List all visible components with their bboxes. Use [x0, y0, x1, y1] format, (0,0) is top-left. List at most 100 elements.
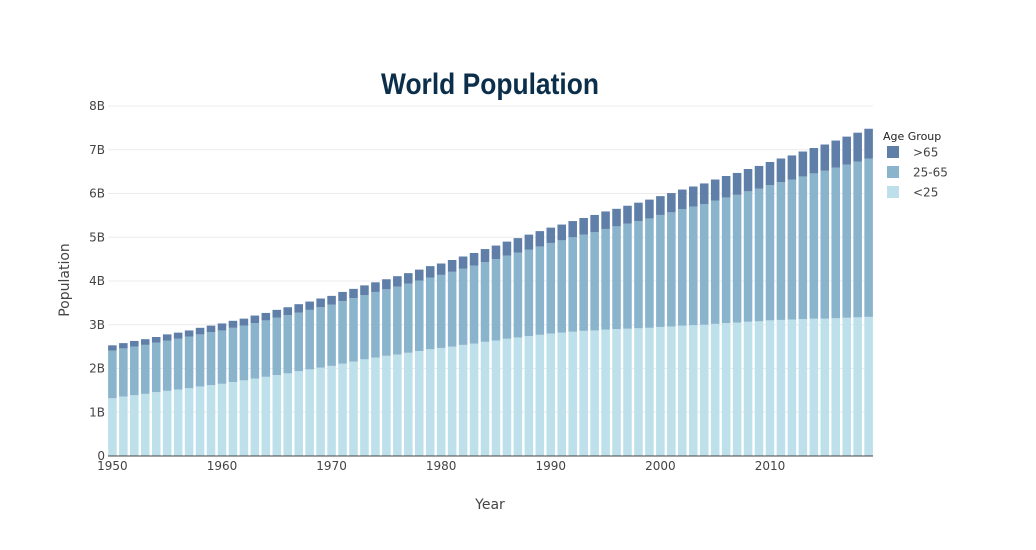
bar-segment — [305, 301, 314, 310]
bar-segment — [656, 196, 665, 215]
bar-segment — [195, 334, 205, 387]
bar-segment — [316, 367, 325, 456]
bar-segment — [776, 319, 786, 456]
bar-segment — [140, 339, 150, 345]
bar-segment — [371, 282, 380, 292]
bar-segment — [864, 316, 873, 456]
bar-segment — [360, 359, 369, 456]
bar-segment — [425, 277, 435, 350]
bar-segment — [831, 167, 841, 319]
bar-segment — [645, 218, 654, 328]
bar-segment — [524, 234, 534, 250]
bar-segment — [294, 312, 303, 372]
bar-segment — [119, 343, 128, 349]
bar-segment — [162, 390, 172, 456]
bar-segment — [491, 259, 501, 341]
bar-segment — [469, 343, 479, 456]
bar-segment — [634, 328, 643, 456]
legend-label: >65 — [913, 146, 938, 160]
bar-segment — [217, 323, 227, 331]
bar-segment — [294, 304, 303, 313]
bar-segment — [645, 327, 654, 456]
legend-title: Age Group — [883, 130, 941, 143]
bar-segment — [513, 238, 523, 253]
bar-segment — [447, 346, 457, 456]
bar-segment — [568, 221, 577, 238]
bar-segment — [820, 170, 830, 319]
bar-segment — [184, 388, 194, 456]
bar-segment — [425, 349, 435, 456]
bar-segment — [831, 318, 841, 456]
bar-segment — [590, 214, 599, 232]
bar-segment — [447, 260, 457, 272]
bar-segment — [809, 318, 819, 456]
bar-segment — [601, 211, 610, 229]
bar-segment — [678, 325, 687, 456]
bar-segment — [623, 223, 632, 329]
legend-swatch — [887, 146, 899, 158]
bar-segment — [327, 304, 336, 366]
bar-segment — [327, 295, 336, 305]
bar-segment — [656, 214, 665, 327]
bar-segment — [743, 321, 753, 456]
bar-segment — [688, 325, 698, 456]
x-tick-label: 2000 — [645, 459, 676, 473]
bar-segment — [206, 385, 216, 456]
bar-segment — [414, 351, 424, 456]
bar-segment — [283, 373, 293, 456]
bar-segment — [239, 380, 249, 456]
bar-segment — [261, 320, 271, 377]
bar-segment — [228, 320, 238, 328]
bar-segment — [239, 318, 249, 326]
bar-segment — [404, 283, 413, 353]
bar-segment — [864, 158, 873, 317]
bar-segment — [820, 318, 830, 456]
bar-segment — [754, 165, 764, 189]
bar-segment — [130, 395, 139, 456]
bar-segment — [272, 375, 282, 456]
bar-segment — [688, 186, 698, 207]
bar-segment — [557, 240, 567, 333]
bar-segment — [327, 365, 336, 456]
bar-segment — [853, 161, 862, 318]
bar-segment — [809, 148, 819, 174]
bar-segment — [360, 295, 369, 360]
bar-segment — [853, 132, 862, 162]
bar-segment — [151, 342, 161, 393]
bar-segment — [831, 140, 841, 168]
bar-segment — [491, 245, 501, 260]
bar-segment — [338, 363, 347, 456]
bar-segment — [732, 172, 742, 195]
bar-segment — [546, 333, 556, 456]
bar-segment — [623, 328, 632, 456]
bar-segment — [393, 286, 402, 355]
bar-segment — [184, 330, 194, 337]
bar-segment — [502, 255, 512, 339]
bar-segment — [710, 323, 720, 456]
y-axis-title: Population — [57, 243, 73, 317]
bar-segment — [842, 136, 851, 165]
bar-segment — [349, 288, 358, 299]
bar-segment — [502, 241, 512, 256]
bar-segment — [546, 242, 556, 334]
bar-segment — [820, 144, 830, 171]
bar-segment — [601, 228, 610, 330]
bar-segment — [360, 285, 369, 295]
bar-segment — [316, 307, 325, 368]
bar-segment — [513, 252, 523, 338]
bar-segment — [502, 338, 512, 456]
bar-segment — [447, 271, 457, 347]
bar-segment — [612, 208, 621, 227]
bar-segment — [721, 176, 731, 198]
bar-segment — [184, 336, 194, 389]
bar-segment — [305, 309, 314, 370]
x-tick-label: 2010 — [755, 459, 786, 473]
bar-segment — [787, 319, 797, 456]
bar-segment — [721, 323, 731, 456]
bar-segment — [272, 317, 282, 376]
x-tick-label: 1980 — [426, 459, 457, 473]
bar-segment — [798, 176, 808, 320]
bar-segment — [798, 319, 808, 456]
bar-segment — [108, 350, 117, 399]
bar-segment — [776, 182, 786, 320]
